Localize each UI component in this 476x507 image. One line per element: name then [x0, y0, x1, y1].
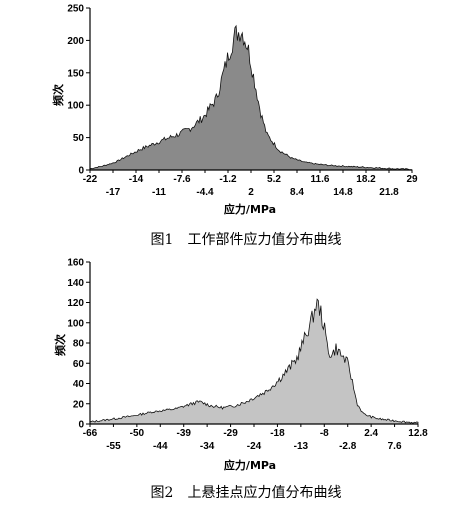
chart-2-ytick-label: 80 — [73, 339, 85, 350]
chart-1-xtick-label: -22 — [83, 174, 98, 185]
chart-2-ytick-label: 40 — [73, 379, 85, 390]
chart-2-ytick-label: 60 — [73, 359, 85, 370]
chart-1-xlabel: 应力/MPa — [224, 202, 276, 216]
chart-2-xtick-label: -66 — [83, 428, 98, 439]
chart-1-xtick-label: 8.4 — [290, 187, 304, 198]
chart-2-ylabel: 频次 — [53, 334, 67, 356]
chart-1-xtick-label: 18.2 — [356, 174, 376, 185]
chart-2-xtick-label: -29 — [223, 428, 238, 439]
chart-2: 020406080100120140160-66-55-50-44-39-34-… — [53, 258, 428, 502]
chart-2-ytick-label: 100 — [67, 318, 84, 329]
chart-1-xtick-label: -17 — [106, 187, 121, 198]
chart-1-xtick-label: 14.8 — [333, 187, 353, 198]
chart-1-plot-area: 0 50 100 150 200 250 -22 -17 -14 -11 -7.6 -4.4 -1.2 2… — [67, 4, 418, 199]
chart-1-xtick-label: -14 — [129, 174, 144, 185]
chart-2-xlabel: 应力/MPa — [224, 458, 276, 472]
chart-2-xtick-label: -39 — [176, 428, 191, 439]
chart-2-xtick-label: -24 — [247, 441, 262, 452]
chart-2-xtick-label: -2.8 — [339, 441, 357, 452]
chart-2-xtick-label: 2.4 — [364, 428, 378, 439]
chart-2-xtick-label: -55 — [106, 441, 121, 452]
chart-2-xtick-label: -13 — [294, 441, 309, 452]
chart-2-xtick-label: -34 — [200, 441, 215, 452]
chart-1-ytick-label: 150 — [67, 68, 84, 79]
chart-2-xtick-label: -50 — [130, 428, 145, 439]
chart-2-ytick-label: 0 — [78, 420, 84, 431]
chart-1-xtick-label: -7.6 — [173, 174, 191, 185]
chart-2-ytick-label: 160 — [67, 258, 84, 269]
chart-2-xtick-label: -18 — [270, 428, 285, 439]
chart-2-xtick-label: 7.6 — [388, 441, 402, 452]
chart-1-xtick-label: -11 — [152, 187, 166, 198]
chart-1-xtick-label: 21.8 — [379, 187, 399, 198]
chart-2-ytick-label: 140 — [67, 278, 84, 289]
chart-1-xtick-label: 29 — [406, 174, 418, 185]
chart-1-xtick-label: -4.4 — [196, 187, 214, 198]
chart-2-xtick-label: -44 — [153, 441, 168, 452]
chart-2-xtick-label: 12.8 — [408, 428, 428, 439]
chart-1-area-series — [89, 24, 413, 171]
chart-2-ytick-label: 120 — [67, 298, 84, 309]
chart-1-ytick-label: 200 — [67, 36, 84, 47]
chart-2-plot-area: 020406080100120140160-66-55-50-44-39-34-… — [67, 258, 428, 453]
chart-2-ytick-label: 20 — [73, 399, 85, 410]
chart-2-caption: 图2 上悬挂点应力值分布曲线 — [151, 484, 342, 501]
chart-1-ytick-label: 250 — [67, 4, 84, 15]
chart-1-xtick-label: -1.2 — [219, 174, 237, 185]
chart-1-ytick-label: 50 — [73, 133, 85, 144]
chart-1-ylabel: 频次 — [51, 84, 65, 106]
chart-1: 0 50 100 150 200 250 -22 -17 -14 -11 -7.6 -4.4 -1.2 2… — [51, 4, 418, 249]
chart-1-xtick-label: 2 — [248, 187, 254, 198]
chart-1-caption: 图1 工作部件应力值分布曲线 — [151, 231, 342, 248]
chart-1-xtick-label: 5.2 — [267, 174, 281, 185]
chart-1-xtick-label: 11.6 — [311, 174, 330, 185]
chart-2-xtick-label: -8 — [320, 428, 329, 439]
chart-1-ytick-label: 100 — [67, 101, 84, 112]
chart-1-ytick-label: 0 — [78, 166, 84, 177]
chart-2-area-series — [89, 298, 419, 425]
